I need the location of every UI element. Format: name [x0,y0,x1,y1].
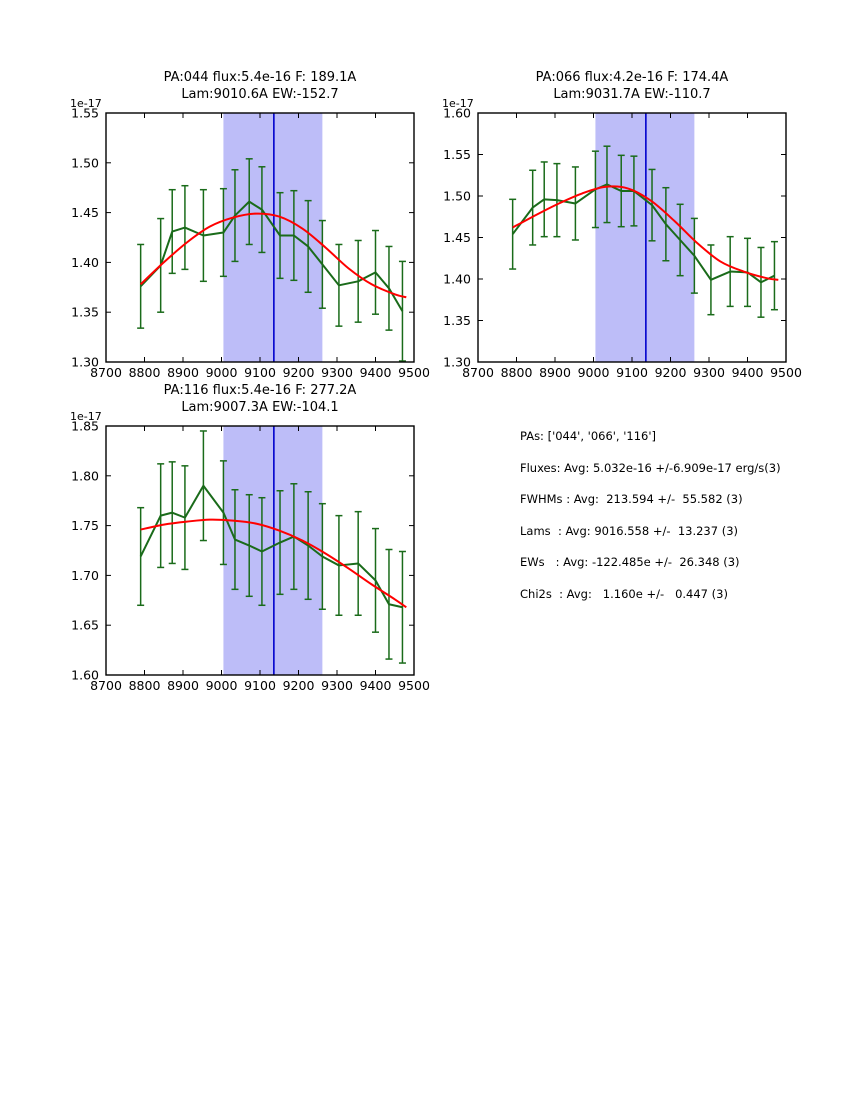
plot-panel-pa-066: PA:066 flux:4.2e-16 F: 174.4A Lam:9031.7A… [434,67,802,388]
axes-frame [477,112,787,363]
x-tick-label: 9100 [616,365,648,380]
summary-line-lams: Lams : Avg: 9016.558 +/- 13.237 (3) [520,523,739,538]
x-tick-label: 8700 [90,678,122,693]
x-tick-label: 9100 [244,365,276,380]
summary-line-fwhms: FWHMs : Avg: 213.594 +/- 55.582 (3) [520,492,743,506]
y-tick-label: 1.70 [71,568,99,583]
x-tick-label: 9200 [655,365,687,380]
y-tick-label: 1.30 [71,355,99,370]
y-tick-label: 1.60 [71,668,99,683]
y-tick-label: 1.50 [71,155,99,170]
y-tick-label: 1.45 [71,205,99,220]
x-tick-label: 9200 [283,365,315,380]
x-tick-label: 9300 [693,365,725,380]
summary-line-fluxes: Fluxes: Avg: 5.032e-16 +/-6.909e-17 erg/… [520,460,781,475]
y-axis-offset-label: 1e-17 [70,410,102,423]
y-tick-label: 1.30 [443,355,471,370]
x-tick-label: 8700 [90,365,122,380]
x-tick-label: 8900 [167,365,199,380]
observed-spectrum-line [139,200,404,312]
panel-title-line-2: Lam:9031.7A EW:-110.7 [553,87,710,102]
summary-line-chi2s: Chi2s : Avg: 1.160e +/- 0.447 (3) [520,586,728,601]
y-axis-offset-label: 1e-17 [70,97,102,110]
x-tick-label: 9500 [398,365,430,380]
axes-frame [105,112,415,363]
x-tick-label: 9500 [398,678,430,693]
y-tick-label: 1.80 [71,468,99,483]
x-tick-label: 9400 [732,365,764,380]
y-tick-label: 1.75 [71,518,99,533]
x-tick-label: 8800 [501,365,533,380]
axes-frame [105,425,415,676]
observed-spectrum-line [511,183,775,284]
panel-title-line-1: PA:116 flux:5.4e-16 F: 277.2A [164,383,357,398]
x-tick-label: 8800 [129,365,161,380]
x-tick-label: 8900 [167,678,199,693]
x-tick-label: 9100 [244,678,276,693]
plot-panel-pa-044: PA:044 flux:5.4e-16 F: 189.1A Lam:9010.6A… [62,67,430,388]
y-tick-label: 1.35 [443,313,471,328]
y-axis-offset-label: 1e-17 [442,97,474,110]
x-tick-label: 8800 [129,678,161,693]
y-tick-label: 1.55 [443,147,471,162]
panel-title-line-2: Lam:9010.6A EW:-152.7 [181,87,338,102]
model-fit-line [512,185,779,281]
y-tick-label: 1.60 [443,106,471,121]
observed-spectrum-line [139,484,403,609]
x-tick-label: 9000 [206,365,238,380]
summary-line-ews: EWs : Avg: -122.485e +/- 26.348 (3) [520,555,740,569]
y-tick-label: 1.50 [443,189,471,204]
x-tick-label: 8700 [462,365,494,380]
panel-title-line-1: PA:066 flux:4.2e-16 F: 174.4A [536,70,729,85]
x-tick-label: 9300 [321,678,353,693]
y-tick-label: 1.40 [443,272,471,287]
x-tick-label: 9000 [578,365,610,380]
summary-line-pas: PAs: ['044', '066', '116'] [520,429,657,443]
x-tick-label: 9000 [206,678,238,693]
x-tick-label: 9500 [770,365,802,380]
x-tick-label: 9400 [360,365,392,380]
panel-title-line-2: Lam:9007.3A EW:-104.1 [181,400,338,415]
x-tick-label: 8900 [539,365,571,380]
x-tick-label: 9300 [321,365,353,380]
y-tick-label: 1.85 [71,419,99,434]
y-tick-label: 1.45 [443,230,471,245]
panel-title-line-1: PA:044 flux:5.4e-16 F: 189.1A [164,70,357,85]
model-fit-line [139,212,407,299]
x-tick-label: 9400 [360,678,392,693]
wavelength-band-highlight [223,426,323,675]
y-tick-label: 1.65 [71,618,99,633]
wavelength-band-highlight [223,113,323,362]
model-fit-line [140,518,407,609]
y-tick-label: 1.55 [71,106,99,121]
x-tick-label: 9200 [283,678,315,693]
y-tick-label: 1.40 [71,255,99,270]
plot-panel-pa-116: PA:116 flux:5.4e-16 F: 277.2A Lam:9007.3A… [62,380,430,701]
y-tick-label: 1.35 [71,305,99,320]
summary-text-block: PAs: ['044', '066', '116'] Fluxes: Avg: … [520,430,830,619]
